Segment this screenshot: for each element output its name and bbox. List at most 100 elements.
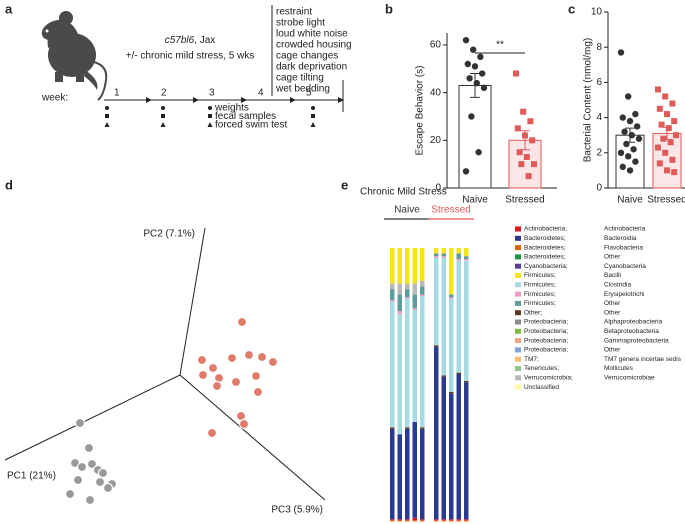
bar-segment [464, 260, 469, 381]
data-point [625, 93, 632, 100]
stressor: loud white noise [276, 29, 348, 40]
data-point [655, 144, 661, 151]
data-point [660, 135, 667, 142]
stressor: wet bedding [275, 84, 330, 95]
legend-phylum: Firmicutes; [524, 300, 556, 307]
data-point [617, 49, 625, 56]
pca-point [256, 351, 268, 363]
data-point [522, 132, 528, 139]
chart-title: Chronic Mild Stress [360, 187, 447, 198]
stressor: dark deprivation [276, 62, 347, 73]
pca-point [243, 349, 255, 361]
bar-segment [434, 345, 439, 347]
bar-segment [397, 520, 402, 522]
panel-label: c [568, 1, 575, 16]
bar-segment [441, 520, 446, 522]
bar-segment [456, 519, 461, 521]
x-tick-label: Naive [462, 195, 488, 206]
data-point [634, 123, 641, 130]
bar-segment [449, 294, 454, 298]
x-tick-label: Stressed [505, 195, 544, 206]
legend-class: Flavobacteria [604, 244, 643, 251]
stressor: cage changes [276, 51, 338, 62]
bar-segment [397, 434, 402, 520]
data-point [656, 105, 663, 112]
legend-phylum: Bacteroidetes; [524, 254, 566, 261]
bar-segment [456, 253, 461, 259]
pc-axis-label: PC2 (7.1%) [143, 229, 195, 240]
week-arrow [290, 97, 296, 103]
legend-phylum: Cyanobacteria; [524, 263, 568, 270]
legend-swatch [515, 235, 521, 241]
legend-class: Alphaproteobacteria [604, 319, 663, 326]
bar-segment [420, 280, 425, 287]
legend-swatch [515, 310, 521, 316]
data-point [662, 149, 669, 156]
legend-phylum: Bacteroidetes; [524, 244, 566, 251]
pca-point [250, 370, 262, 382]
legend-phylum: Proteobacteria; [524, 347, 568, 354]
legend-swatch [515, 263, 521, 269]
week-number: 5 [306, 88, 312, 99]
data-point [662, 93, 669, 100]
legend-swatch [515, 338, 521, 344]
legend-phylum: Other; [524, 309, 542, 316]
stressor: crowded housing [276, 40, 352, 51]
bar-segment [397, 519, 402, 521]
bar-segment [441, 376, 446, 520]
mouse-icon [41, 11, 108, 101]
legend-class: Bacilli [604, 272, 621, 279]
bar-segment [412, 248, 417, 284]
legend-swatch [515, 245, 521, 251]
bar-segment [390, 428, 395, 520]
legend-class: Cyanobacteria [604, 263, 646, 270]
week1-square [105, 114, 109, 118]
legend-phylum: TM7; [524, 356, 539, 363]
bar-segment [441, 375, 446, 377]
bar-segment [397, 283, 402, 295]
week-arrow [241, 97, 247, 103]
week1-triangle [104, 122, 110, 127]
data-point [632, 110, 639, 118]
y-tick-label: 2 [596, 147, 602, 158]
bar-segment [456, 258, 461, 261]
legend-class: Betaproteobacteria [604, 328, 659, 335]
week3-triangle [207, 122, 213, 127]
pca-point [238, 418, 250, 430]
pca-point [206, 427, 218, 439]
bar-segment [397, 248, 402, 284]
pca-point [236, 316, 248, 328]
y-tick-label: 60 [430, 40, 442, 51]
week-arrow [146, 97, 152, 103]
bar-segment [405, 428, 410, 520]
legend-class: Actinobacteria [604, 226, 646, 233]
bar-segment [390, 289, 395, 301]
legend-swatch [515, 347, 521, 353]
bar-segment [434, 346, 439, 520]
bar-segment [434, 520, 439, 522]
week2-circle [161, 106, 165, 110]
pca-point [102, 482, 114, 494]
week3-circle [208, 106, 212, 110]
legend-swatch [515, 384, 521, 390]
data-point [669, 156, 676, 163]
bar-segment [464, 258, 469, 261]
protocol: +/- chronic mild stress, 5 wks [126, 51, 255, 62]
data-point [479, 70, 486, 77]
bar-segment [449, 297, 454, 299]
data-point [520, 108, 527, 115]
legend-class: Gammaproteobacteria [604, 337, 669, 344]
bar-segment [441, 256, 446, 258]
pca-point [72, 474, 84, 486]
stressor: restraint [276, 7, 312, 18]
pc-axis [179, 227, 206, 376]
pca-point [252, 386, 264, 398]
bar-segment [456, 248, 461, 254]
panel-label: a [5, 1, 13, 16]
measure: forced swim test [215, 120, 287, 131]
data-point [523, 154, 530, 160]
bar-segment [464, 380, 469, 383]
y-tick-label: 6 [596, 77, 602, 88]
bar-segment [397, 294, 402, 312]
legend-phylum: Proteobacteria; [524, 337, 568, 344]
